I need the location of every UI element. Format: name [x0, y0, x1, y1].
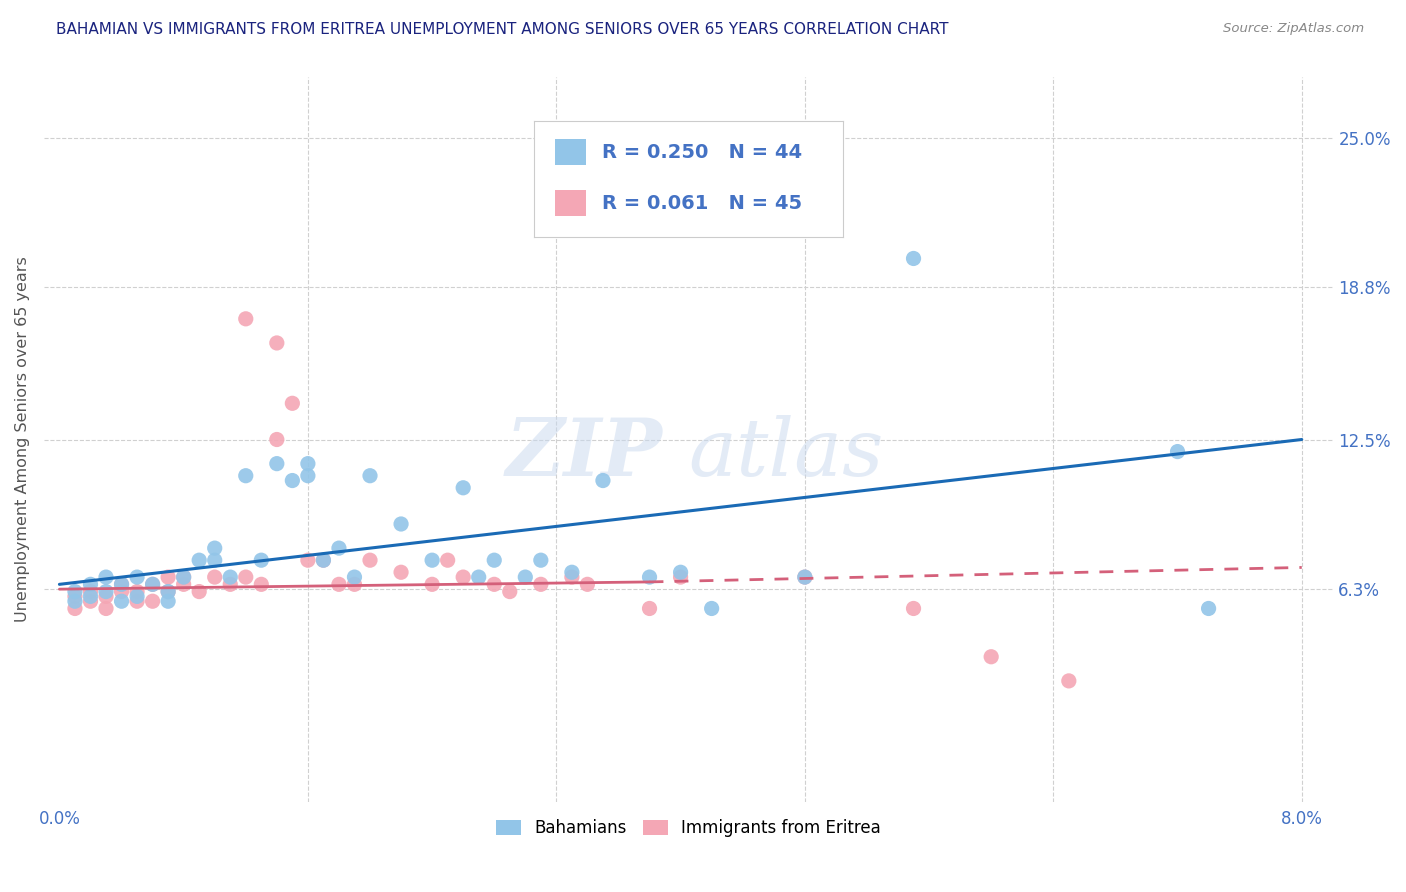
Text: BAHAMIAN VS IMMIGRANTS FROM ERITREA UNEMPLOYMENT AMONG SENIORS OVER 65 YEARS COR: BAHAMIAN VS IMMIGRANTS FROM ERITREA UNEM… [56, 22, 949, 37]
Bahamians [420, 553, 443, 567]
Bahamians [157, 594, 180, 608]
Bahamians [110, 594, 132, 608]
Immigrants from Eritrea [125, 584, 148, 599]
Immigrants from Eritrea [173, 570, 195, 584]
Immigrants from Eritrea [110, 584, 132, 599]
Bahamians [312, 553, 335, 567]
Bahamians [173, 570, 195, 584]
Bahamians [451, 481, 474, 495]
Bahamians [1198, 601, 1220, 615]
Immigrants from Eritrea [903, 601, 925, 615]
Immigrants from Eritrea [297, 553, 319, 567]
Immigrants from Eritrea [235, 570, 257, 584]
Bahamians [79, 577, 101, 591]
Immigrants from Eritrea [79, 594, 101, 608]
Bahamians [204, 541, 226, 555]
Bahamians [94, 570, 117, 584]
Bahamians [638, 570, 661, 584]
Immigrants from Eritrea [219, 577, 242, 591]
Bahamians [125, 570, 148, 584]
Immigrants from Eritrea [530, 577, 553, 591]
Text: atlas: atlas [689, 416, 884, 492]
Bahamians [204, 553, 226, 567]
Immigrants from Eritrea [110, 577, 132, 591]
Bahamians [94, 584, 117, 599]
Bahamians [700, 601, 723, 615]
Bahamians [219, 570, 242, 584]
Immigrants from Eritrea [561, 570, 583, 584]
Bahamians [592, 474, 614, 488]
Immigrants from Eritrea [142, 577, 165, 591]
Bahamians [281, 474, 304, 488]
Bahamians [530, 553, 553, 567]
Bahamians [561, 566, 583, 580]
Immigrants from Eritrea [281, 396, 304, 410]
Bahamians [125, 590, 148, 604]
Bahamians [467, 570, 489, 584]
Text: ZIP: ZIP [506, 416, 662, 492]
Immigrants from Eritrea [188, 584, 211, 599]
Immigrants from Eritrea [79, 584, 101, 599]
Bahamians [297, 457, 319, 471]
Immigrants from Eritrea [389, 566, 412, 580]
Immigrants from Eritrea [266, 433, 288, 447]
Y-axis label: Unemployment Among Seniors over 65 years: Unemployment Among Seniors over 65 years [15, 257, 30, 623]
Bahamians [79, 590, 101, 604]
Bahamians [235, 468, 257, 483]
Bahamians [250, 553, 273, 567]
Immigrants from Eritrea [235, 311, 257, 326]
Immigrants from Eritrea [250, 577, 273, 591]
Immigrants from Eritrea [204, 570, 226, 584]
Bahamians [188, 553, 211, 567]
Immigrants from Eritrea [980, 649, 1002, 664]
Immigrants from Eritrea [94, 601, 117, 615]
Bahamians [142, 577, 165, 591]
Immigrants from Eritrea [1057, 673, 1080, 688]
Bahamians [63, 594, 86, 608]
Immigrants from Eritrea [420, 577, 443, 591]
Immigrants from Eritrea [142, 594, 165, 608]
Immigrants from Eritrea [669, 570, 692, 584]
Bahamians [110, 577, 132, 591]
Immigrants from Eritrea [451, 570, 474, 584]
Bahamians [903, 252, 925, 266]
Immigrants from Eritrea [63, 601, 86, 615]
Immigrants from Eritrea [157, 570, 180, 584]
Immigrants from Eritrea [793, 570, 815, 584]
Bahamians [669, 566, 692, 580]
Bahamians [63, 584, 86, 599]
Immigrants from Eritrea [343, 577, 366, 591]
Bahamians [1167, 444, 1189, 458]
Immigrants from Eritrea [499, 584, 522, 599]
Bahamians [389, 516, 412, 531]
Immigrants from Eritrea [359, 553, 381, 567]
Immigrants from Eritrea [638, 601, 661, 615]
Bahamians [343, 570, 366, 584]
Bahamians [266, 457, 288, 471]
Bahamians [297, 468, 319, 483]
Immigrants from Eritrea [63, 590, 86, 604]
Immigrants from Eritrea [266, 335, 288, 350]
Bahamians [515, 570, 537, 584]
Bahamians [328, 541, 350, 555]
Bahamians [359, 468, 381, 483]
Immigrants from Eritrea [125, 594, 148, 608]
Text: Source: ZipAtlas.com: Source: ZipAtlas.com [1223, 22, 1364, 36]
Immigrants from Eritrea [328, 577, 350, 591]
Immigrants from Eritrea [94, 590, 117, 604]
Immigrants from Eritrea [436, 553, 458, 567]
Immigrants from Eritrea [484, 577, 506, 591]
Bahamians [793, 570, 815, 584]
Bahamians [157, 584, 180, 599]
Immigrants from Eritrea [173, 577, 195, 591]
Immigrants from Eritrea [576, 577, 599, 591]
Immigrants from Eritrea [157, 584, 180, 599]
Legend: Bahamians, Immigrants from Eritrea: Bahamians, Immigrants from Eritrea [489, 813, 887, 844]
Bahamians [484, 553, 506, 567]
Immigrants from Eritrea [312, 553, 335, 567]
